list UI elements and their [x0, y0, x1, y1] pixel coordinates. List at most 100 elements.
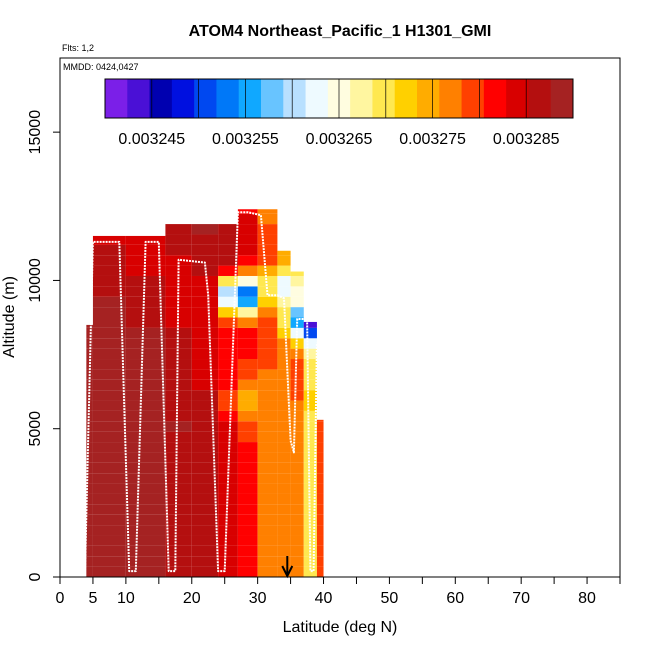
- curtain-cell: [125, 452, 166, 463]
- colorbar-swatch: [149, 79, 173, 118]
- curtain-cell: [191, 504, 219, 515]
- curtain-cell: [277, 535, 291, 546]
- curtain-cell: [191, 452, 219, 463]
- curtain-cell: [237, 390, 258, 401]
- colorbar-swatch: [238, 79, 262, 118]
- curtain-cell: [218, 348, 238, 360]
- curtain-cell: [165, 556, 192, 567]
- curtain-cell: [86, 338, 93, 349]
- curtain-cell: [125, 286, 166, 297]
- curtain-cell: [316, 545, 324, 557]
- curtain-cell: [92, 473, 126, 484]
- curtain-cell: [86, 535, 93, 546]
- curtain-cell: [165, 452, 192, 463]
- curtain-cell: [290, 379, 304, 391]
- curtain-cell: [277, 483, 291, 494]
- curtain-cell: [92, 255, 126, 266]
- curtain-cell: [303, 452, 317, 463]
- curtain-cell: [165, 244, 192, 256]
- x-tick-label: 80: [578, 590, 596, 607]
- curtain-cell: [277, 286, 291, 297]
- curtain-cell: [165, 504, 192, 515]
- curtain-cell: [218, 286, 238, 297]
- curtain-cell: [277, 379, 291, 391]
- curtain-cell: [303, 473, 317, 484]
- curtain-cell: [165, 265, 192, 276]
- curtain-cell: [165, 493, 192, 505]
- curtain-cell: [125, 514, 166, 526]
- x-tick-label: 20: [183, 590, 201, 607]
- curtain-cell: [257, 431, 278, 443]
- curtain-cell: [92, 400, 126, 411]
- colorbar-tick-label: 0.003275: [399, 131, 466, 148]
- curtain-cell: [237, 317, 258, 328]
- curtain-cell: [277, 566, 291, 577]
- curtain-cell: [303, 535, 317, 546]
- y-axis-label: Altitude (m): [1, 276, 18, 358]
- curtain-cell: [165, 535, 192, 546]
- curtain-cell: [290, 556, 304, 567]
- curtain-cell: [277, 369, 291, 380]
- curtain-cell: [92, 296, 126, 308]
- curtain-cell: [125, 235, 166, 245]
- curtain-cell: [92, 359, 126, 370]
- curtain-cell: [92, 442, 126, 453]
- curtain-cell: [257, 493, 278, 505]
- curtain-cell: [237, 514, 258, 526]
- curtain-cell: [257, 369, 278, 380]
- curtain-cell: [290, 400, 304, 411]
- curtain-cell: [86, 431, 93, 443]
- curtain-cell: [237, 442, 258, 453]
- curtain-cell: [277, 514, 291, 526]
- y-tick-label: 5000: [27, 411, 44, 447]
- curtain-cell: [191, 545, 219, 557]
- curtain-cell: [218, 566, 238, 577]
- curtain-cell: [92, 265, 126, 276]
- colorbar-swatch: [261, 79, 284, 118]
- curtain-cell: [218, 359, 238, 370]
- curtain-cell: [191, 296, 219, 308]
- curtain-cell: [165, 566, 192, 577]
- colorbar-swatch: [550, 79, 574, 118]
- curtain-cell: [303, 483, 317, 494]
- curtain-cell: [125, 535, 166, 546]
- curtain-cell: [237, 234, 258, 245]
- curtain-cell: [191, 348, 219, 360]
- chart-title: ATOM4 Northeast_Pacific_1 H1301_GMI: [189, 23, 492, 40]
- curtain-cell: [316, 514, 324, 526]
- curtain-cell: [125, 307, 166, 318]
- curtain-cell: [125, 369, 166, 380]
- curtain-cell: [165, 410, 192, 422]
- curtain-cell: [257, 473, 278, 484]
- curtain-cell: [86, 442, 93, 453]
- curtain-cell: [316, 419, 324, 422]
- curtain-cell: [92, 244, 126, 256]
- curtain-cell: [290, 359, 304, 370]
- curtain-cell: [257, 338, 278, 349]
- curtain-cell: [92, 327, 126, 339]
- curtain-cell: [237, 493, 258, 505]
- colorbar-swatch: [461, 79, 485, 118]
- curtain-cell: [303, 321, 317, 328]
- curtain-cell: [277, 317, 291, 328]
- curtain-cell: [191, 255, 219, 266]
- curtain-cell: [290, 271, 304, 276]
- curtain-cell: [257, 234, 278, 245]
- curtain-cell: [237, 410, 258, 422]
- curtain-cell: [125, 483, 166, 494]
- curtain-cell: [277, 400, 291, 411]
- curtain-cell: [92, 390, 126, 401]
- curtain-cell: [257, 462, 278, 474]
- x-tick-label: 0: [56, 590, 65, 607]
- curtain-cell: [92, 462, 126, 474]
- curtain-cell: [237, 255, 258, 266]
- curtain-cell: [125, 421, 166, 432]
- curtain-cell: [257, 379, 278, 391]
- curtain-cell: [257, 442, 278, 453]
- x-tick-label: 10: [117, 590, 135, 607]
- curtain-cell: [316, 473, 324, 484]
- curtain-cell: [257, 327, 278, 339]
- curtain-cell: [165, 431, 192, 443]
- curtain-cell: [257, 390, 278, 401]
